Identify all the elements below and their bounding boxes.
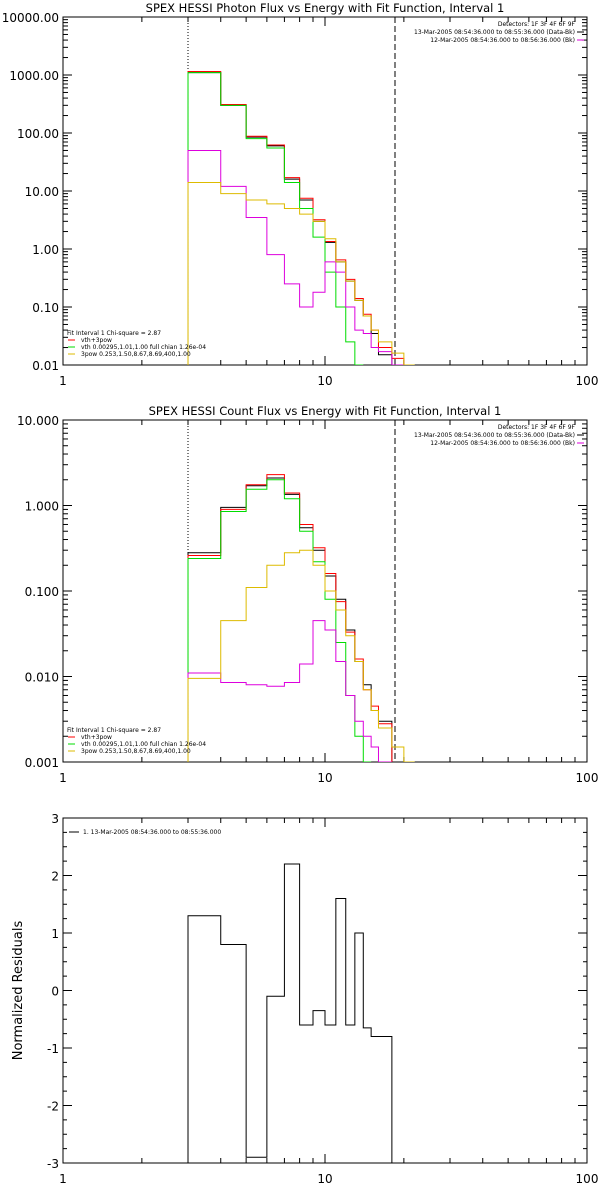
x-tick-label: 10 (317, 374, 332, 388)
y-tick-label: 0.001 (25, 756, 59, 770)
y-tick-label: 10.00 (25, 185, 59, 199)
legend-line: 3pow 0.253,1.50,8.67,8.69,400,1.00 (81, 351, 191, 358)
header-line: 13-Mar-2005 08:54:36.000 to 08:55:36.000… (414, 29, 575, 36)
chart-title: SPEX HESSI Count Flux vs Energy with Fit… (149, 404, 502, 418)
legend-line: vth+3pow (81, 734, 112, 741)
x-tick-label: 1 (59, 771, 67, 785)
series-line-0 (187, 477, 393, 762)
x-tick-label: 100 (576, 1172, 599, 1186)
x-tick-label: 10 (317, 1172, 332, 1186)
x-tick-label: 100 (576, 374, 599, 388)
plot-frame (62, 817, 588, 1164)
y-tick-label: -1 (47, 1042, 59, 1056)
y-tick-label: 0.010 (25, 671, 59, 685)
header-line: Detectors: 1F 3F 4F 6F 9F (498, 424, 576, 431)
header-line: Detectors: 1F 3F 4F 6F 9F (498, 21, 576, 28)
chart-title: SPEX HESSI Photon Flux vs Energy with Fi… (146, 1, 505, 15)
y-tick-label: 3 (51, 812, 59, 826)
header-line: 13-Mar-2005 08:54:36.000 to 08:55:36.000… (414, 432, 575, 439)
y-axis-label: Normalized Residuals (11, 921, 26, 1061)
legend-line: Fit Interval 1 Chi-square = 2.87 (67, 330, 161, 337)
y-tick-label: 10.000 (17, 414, 59, 428)
series-line-3 (187, 620, 392, 762)
legend-line: vth 0.00295,1.01,1.00 full chian 1.26e-0… (81, 344, 206, 351)
y-tick-label: 0 (51, 985, 59, 999)
series-line-1 (187, 474, 393, 762)
plot-frame (62, 16, 588, 366)
x-tick-label: 1 (59, 374, 67, 388)
y-tick-label: -2 (47, 1100, 59, 1114)
series-line-4 (187, 549, 415, 762)
series-line-2 (187, 72, 364, 365)
legend-line: vth 0.00295,1.01,1.00 full chian 1.26e-0… (81, 741, 206, 748)
x-tick-label: 10 (317, 771, 332, 785)
series-line-4 (187, 182, 415, 365)
series-line-2 (187, 479, 372, 762)
y-tick-label: 0.100 (25, 585, 59, 599)
y-tick-label: 100.00 (17, 127, 59, 141)
y-tick-label: -3 (47, 1157, 59, 1171)
y-tick-label: 1 (51, 927, 59, 941)
legend-line: 1. 13-Mar-2005 08:54:36.000 to 08:55:36.… (83, 829, 221, 836)
y-tick-label: 0.10 (32, 301, 59, 315)
y-tick-label: 10000.00 (2, 11, 59, 25)
legend-line: vth+3pow (81, 337, 112, 344)
y-tick-label: 1.00 (32, 243, 59, 257)
legend-line: 3pow 0.253,1.50,8.67,8.69,400,1.00 (81, 748, 191, 755)
series-line-0 (187, 863, 393, 1163)
header-line: 12-Mar-2005 08:54:36.000 to 08:56:36.000… (430, 37, 575, 44)
y-tick-label: 0.01 (32, 359, 59, 373)
legend-line: Fit Interval 1 Chi-square = 2.87 (67, 727, 161, 734)
x-tick-label: 100 (576, 771, 599, 785)
y-tick-label: 1000.00 (9, 69, 59, 83)
header-line: 12-Mar-2005 08:54:36.000 to 08:56:36.000… (430, 440, 575, 447)
x-tick-label: 1 (59, 1172, 67, 1186)
series-line-3 (187, 149, 404, 365)
y-tick-label: 1.000 (25, 500, 59, 514)
y-tick-label: 2 (51, 870, 59, 884)
